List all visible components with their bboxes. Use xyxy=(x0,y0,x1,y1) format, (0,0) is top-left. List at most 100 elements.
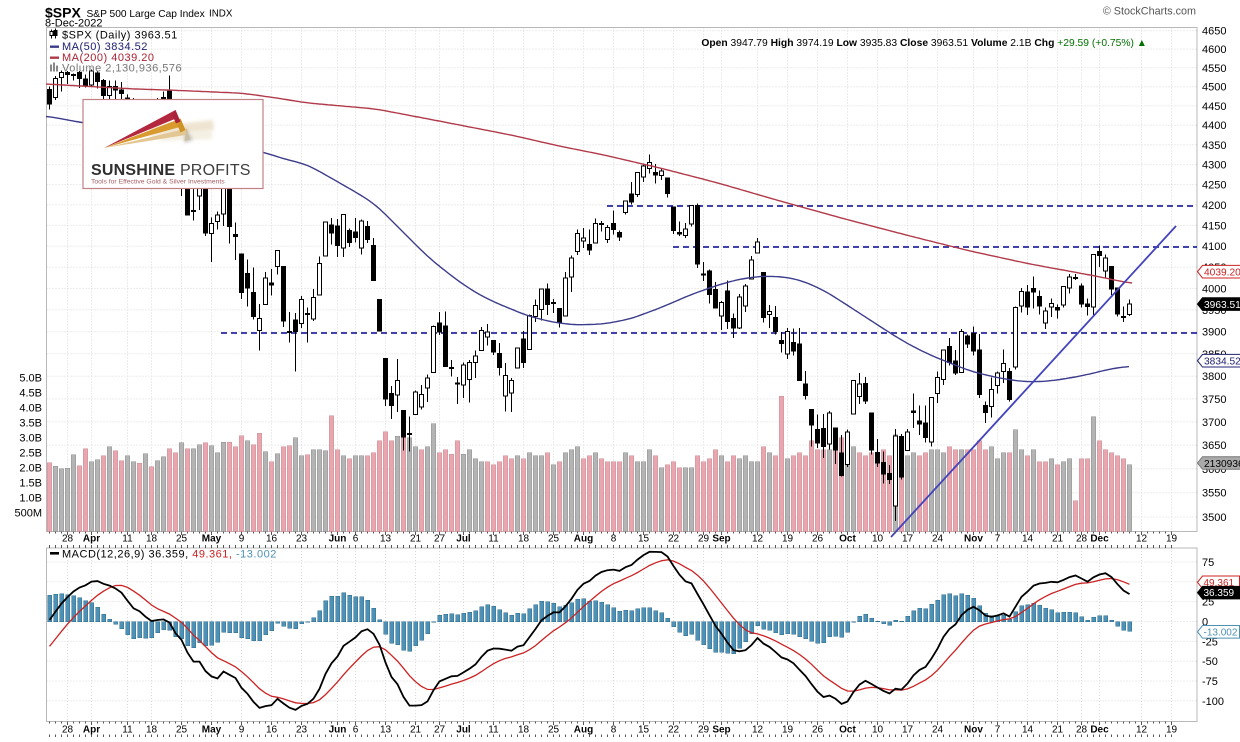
svg-text:25: 25 xyxy=(176,534,188,545)
svg-text:6: 6 xyxy=(353,534,359,545)
svg-text:3700: 3700 xyxy=(1202,417,1226,429)
svg-text:28: 28 xyxy=(1076,534,1088,545)
svg-text:7: 7 xyxy=(995,534,1001,545)
svg-text:$SPX (Daily) 3963.51: $SPX (Daily) 3963.51 xyxy=(62,30,178,42)
svg-text:Dec: Dec xyxy=(1090,725,1109,736)
svg-text:5.0B: 5.0B xyxy=(19,373,42,385)
svg-text:28: 28 xyxy=(62,534,74,545)
svg-text:Apr: Apr xyxy=(83,534,100,545)
svg-text:4350: 4350 xyxy=(1202,140,1226,152)
svg-text:22: 22 xyxy=(668,725,680,736)
svg-text:7: 7 xyxy=(995,725,1001,736)
svg-text:Oct: Oct xyxy=(839,534,856,545)
svg-text:-13.002: -13.002 xyxy=(1204,627,1238,638)
svg-text:15: 15 xyxy=(638,725,650,736)
svg-text:25: 25 xyxy=(176,725,188,736)
svg-text:4650: 4650 xyxy=(1202,26,1226,38)
svg-text:4039.20: 4039.20 xyxy=(1204,268,1240,279)
svg-text:4300: 4300 xyxy=(1202,160,1226,172)
svg-text:16: 16 xyxy=(266,725,278,736)
svg-text:23: 23 xyxy=(296,534,308,545)
svg-text:Volume 2,130,936,576: Volume 2,130,936,576 xyxy=(62,63,182,75)
svg-text:17: 17 xyxy=(902,534,914,545)
svg-text:500M: 500M xyxy=(14,508,42,520)
svg-text:8: 8 xyxy=(611,725,617,736)
svg-text:14: 14 xyxy=(1022,725,1034,736)
svg-text:1.5B: 1.5B xyxy=(19,478,42,490)
svg-text:29: 29 xyxy=(698,534,710,545)
svg-text:21: 21 xyxy=(1052,534,1064,545)
svg-text:4450: 4450 xyxy=(1202,101,1226,113)
svg-text:13: 13 xyxy=(380,725,392,736)
svg-text:12: 12 xyxy=(752,725,764,736)
svg-text:Tools for Effective Gold & Sil: Tools for Effective Gold & Silver Invest… xyxy=(91,179,225,186)
svg-text:18: 18 xyxy=(518,725,530,736)
svg-text:© StockCharts.com: © StockCharts.com xyxy=(1103,6,1196,18)
svg-text:9: 9 xyxy=(239,725,245,736)
svg-text:19: 19 xyxy=(782,725,794,736)
svg-text:Oct: Oct xyxy=(839,725,856,736)
svg-text:18: 18 xyxy=(146,725,158,736)
svg-text:10: 10 xyxy=(872,534,884,545)
svg-text:4.0B: 4.0B xyxy=(19,403,42,415)
svg-text:2.5B: 2.5B xyxy=(19,448,42,460)
svg-text:3963.51: 3963.51 xyxy=(1204,300,1240,311)
svg-text:27: 27 xyxy=(434,534,446,545)
svg-text:21: 21 xyxy=(410,534,422,545)
svg-text:4500: 4500 xyxy=(1202,82,1226,94)
svg-text:Aug: Aug xyxy=(574,534,593,545)
svg-text:12: 12 xyxy=(1136,534,1148,545)
svg-text:13: 13 xyxy=(380,534,392,545)
svg-text:24: 24 xyxy=(932,725,944,736)
svg-text:-100: -100 xyxy=(1202,696,1224,708)
svg-text:14: 14 xyxy=(1022,534,1034,545)
svg-text:Sep: Sep xyxy=(712,725,730,736)
svg-text:Dec: Dec xyxy=(1090,534,1109,545)
svg-text:11: 11 xyxy=(488,534,499,545)
svg-text:4400: 4400 xyxy=(1202,120,1226,132)
svg-text:19: 19 xyxy=(1166,725,1178,736)
svg-text:9: 9 xyxy=(239,534,245,545)
svg-text:8-Dec-2022: 8-Dec-2022 xyxy=(45,18,102,30)
svg-text:3750: 3750 xyxy=(1202,394,1226,406)
svg-text:25: 25 xyxy=(548,725,560,736)
svg-text:4600: 4600 xyxy=(1202,44,1226,56)
svg-text:INDX: INDX xyxy=(209,9,233,20)
svg-text:Aug: Aug xyxy=(574,725,593,736)
svg-text:21: 21 xyxy=(1052,725,1064,736)
svg-text:3.0B: 3.0B xyxy=(19,433,42,445)
svg-text:4150: 4150 xyxy=(1202,220,1226,232)
svg-text:3500: 3500 xyxy=(1202,512,1226,524)
svg-text:19: 19 xyxy=(1166,534,1178,545)
svg-text:6: 6 xyxy=(353,725,359,736)
svg-text:Jul: Jul xyxy=(456,725,471,736)
svg-text:4100: 4100 xyxy=(1202,241,1226,253)
svg-text:27: 27 xyxy=(434,725,446,736)
svg-text:MACD(12,26,9) 36.359, 49.361,: MACD(12,26,9) 36.359, 49.361, -13.002 xyxy=(62,549,277,561)
svg-text:3834.52: 3834.52 xyxy=(1204,357,1240,368)
svg-text:SUNSHINE PROFITS: SUNSHINE PROFITS xyxy=(91,162,251,179)
svg-text:-50: -50 xyxy=(1202,656,1218,668)
svg-text:Apr: Apr xyxy=(83,725,100,736)
svg-text:23: 23 xyxy=(296,725,308,736)
svg-text:10: 10 xyxy=(872,725,884,736)
svg-text:11: 11 xyxy=(122,534,133,545)
svg-text:11: 11 xyxy=(122,725,133,736)
svg-text:Nov: Nov xyxy=(964,725,983,736)
svg-text:Open 3947.79 High 3974.19 Low: Open 3947.79 High 3974.19 Low 3935.83 Cl… xyxy=(701,38,1147,49)
svg-text:22: 22 xyxy=(668,534,680,545)
svg-text:12: 12 xyxy=(752,534,764,545)
svg-text:24: 24 xyxy=(932,534,944,545)
svg-text:Jun: Jun xyxy=(329,725,347,736)
svg-text:-75: -75 xyxy=(1202,676,1218,688)
svg-text:19: 19 xyxy=(782,534,794,545)
svg-text:May: May xyxy=(202,725,222,736)
svg-text:28: 28 xyxy=(1076,725,1088,736)
svg-text:18: 18 xyxy=(518,534,530,545)
svg-text:Jun: Jun xyxy=(329,534,347,545)
svg-text:S&P 500 Large Cap Index: S&P 500 Large Cap Index xyxy=(87,9,205,20)
svg-text:4550: 4550 xyxy=(1202,63,1226,75)
svg-text:May: May xyxy=(202,534,222,545)
svg-text:4250: 4250 xyxy=(1202,180,1226,192)
svg-text:29: 29 xyxy=(698,725,710,736)
